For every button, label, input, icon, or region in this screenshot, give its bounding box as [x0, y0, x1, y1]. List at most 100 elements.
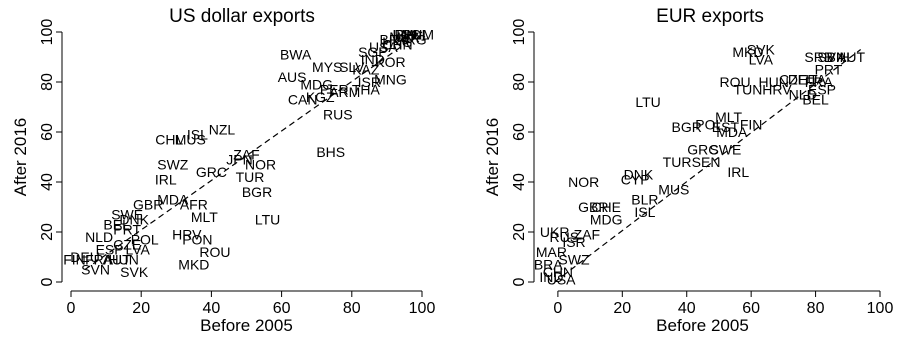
point-label-mdg: MDG — [300, 77, 333, 93]
point-label-zaf: ZAF — [233, 147, 259, 163]
chart-panel-1: US dollar exports 0 20 40 60 80 100 0 20 40 60 80 10… — [11, 6, 435, 335]
point-label-chl: CHL — [155, 132, 183, 148]
point-label-mys: MYS — [312, 59, 342, 75]
point-label-pol: POL — [131, 232, 159, 248]
point-label-cze: CZE — [113, 237, 141, 253]
chart-title: US dollar exports — [169, 6, 315, 27]
point-label-dnk: DNK — [624, 167, 654, 183]
y-tick-label: 40 — [39, 173, 56, 191]
point-label-mlt: MLT — [715, 109, 742, 125]
point-label-ind: IND — [539, 269, 563, 285]
point-label-ltu: LTU — [255, 212, 280, 228]
point-label-lva: LVA — [749, 52, 774, 68]
point-label-nor: NOR — [245, 157, 276, 173]
point-label-isl: ISL — [634, 204, 655, 220]
point-label-lva: LVA — [125, 242, 150, 258]
point-label-est: EST — [712, 119, 740, 135]
point-label-esp: ESP — [808, 82, 836, 98]
point-label-slv: SLV — [339, 59, 365, 75]
point-label-mdg: MDG — [590, 212, 623, 228]
point-label-swz: SWZ — [558, 252, 590, 268]
x-tick-label: 40 — [678, 300, 696, 317]
point-label-jpn: JPN — [226, 152, 252, 168]
point-label-tur: TUR — [663, 154, 692, 170]
point-label-bel: BEL — [802, 92, 829, 108]
point-label-mkd: MKD — [732, 44, 763, 60]
y-tick-label: 100 — [511, 19, 528, 46]
y-tick-label: 100 — [39, 19, 56, 46]
point-label-kgz: KGZ — [306, 89, 335, 105]
point-label-mkd: MKD — [178, 257, 209, 273]
point-label-hun: HUN — [108, 252, 138, 268]
y-axis-label: After 2016 — [11, 118, 30, 196]
point-label-svn: SVN — [81, 262, 110, 278]
point-label-sgp: SGP — [358, 44, 388, 60]
chart-panel-2: EUR exports 0 20 40 60 80 100 0 20 40 60 80 100 Befor… — [483, 6, 893, 335]
point-label-bgr: BGR — [242, 184, 272, 200]
x-tick-label: 0 — [553, 300, 562, 317]
point-label-irl: IRL — [155, 172, 177, 188]
x-axis-label: Before 2005 — [200, 316, 293, 335]
point-label-bel: BEL — [103, 217, 130, 233]
point-label-nor: NOR — [568, 174, 599, 190]
point-label-esp: ESP — [96, 242, 124, 258]
point-label-tha: THA — [352, 82, 381, 98]
point-label-chn: CHN — [543, 264, 573, 280]
x-tick-label: 20 — [132, 300, 150, 317]
point-label-mda: MDA — [157, 192, 189, 208]
point-label-bra: BRA — [534, 257, 563, 273]
chart-title: EUR exports — [656, 6, 764, 27]
point-label-aut: AUT — [837, 49, 865, 65]
point-label-nzl: NZL — [209, 122, 236, 138]
y-tick-label: 60 — [511, 123, 528, 141]
point-label-chn: CHN — [382, 37, 412, 53]
point-label-arm: ARM — [329, 84, 360, 100]
point-label-pol: POL — [695, 117, 723, 133]
point-label-bwa: BWA — [280, 47, 312, 63]
point-label-mng: MNG — [374, 72, 407, 88]
x-tick-label: 20 — [613, 300, 631, 317]
point-label-isl: ISL — [187, 127, 208, 143]
point-label-usa: USA — [547, 272, 576, 288]
point-label-isr: ISR — [562, 234, 585, 250]
y-tick-label: 20 — [39, 223, 56, 241]
point-label-ind: IND — [361, 52, 385, 68]
x-tick-label: 60 — [742, 300, 760, 317]
x-tick-label: 80 — [343, 300, 361, 317]
point-label-dnk: DNK — [119, 212, 149, 228]
point-label-fra: FRA — [85, 252, 114, 268]
point-label-srb: SRB — [804, 49, 833, 65]
point-label-gbr: GBR — [133, 197, 163, 213]
y-tick-label: 60 — [39, 123, 56, 141]
y-tick-label: 0 — [511, 277, 528, 286]
point-label-deu: DEU — [70, 249, 100, 265]
point-label-nld: NLD — [789, 87, 817, 103]
point-label-usa: USA — [369, 39, 398, 55]
trend-line — [84, 31, 423, 270]
point-label-mar: MAR — [536, 244, 567, 260]
point-label-zaf: ZAF — [574, 227, 600, 243]
point-label-bih: BIH — [826, 49, 849, 65]
point-label-rou: ROU — [199, 244, 230, 260]
point-label-tun: TUN — [734, 82, 763, 98]
point-label-per: PER — [320, 82, 349, 98]
trend-line — [554, 49, 862, 283]
point-label-hun: HUN — [759, 74, 789, 90]
point-label-irl: IRL — [727, 164, 749, 180]
x-tick-label: 100 — [867, 300, 894, 317]
point-label-che: CHE — [591, 199, 621, 215]
point-label-mex: MEX — [389, 29, 420, 45]
point-label-fin: FIN — [63, 252, 86, 268]
point-label-mus: MUS — [175, 132, 206, 148]
x-axis-label: Before 2005 — [656, 316, 749, 335]
point-label-fin: FIN — [740, 117, 763, 133]
point-label-cze: CZE — [779, 72, 807, 88]
point-label-pon: PON — [182, 232, 212, 248]
point-label-swe: SWE — [709, 142, 741, 158]
point-label-bgr: BGR — [672, 119, 702, 135]
point-label-svk: SVK — [747, 42, 776, 58]
point-label-kaz: KAZ — [352, 62, 380, 78]
point-label-svk: SVK — [120, 264, 149, 280]
point-label-isr: ISR — [358, 74, 381, 90]
y-axis-label: After 2016 — [483, 118, 502, 196]
